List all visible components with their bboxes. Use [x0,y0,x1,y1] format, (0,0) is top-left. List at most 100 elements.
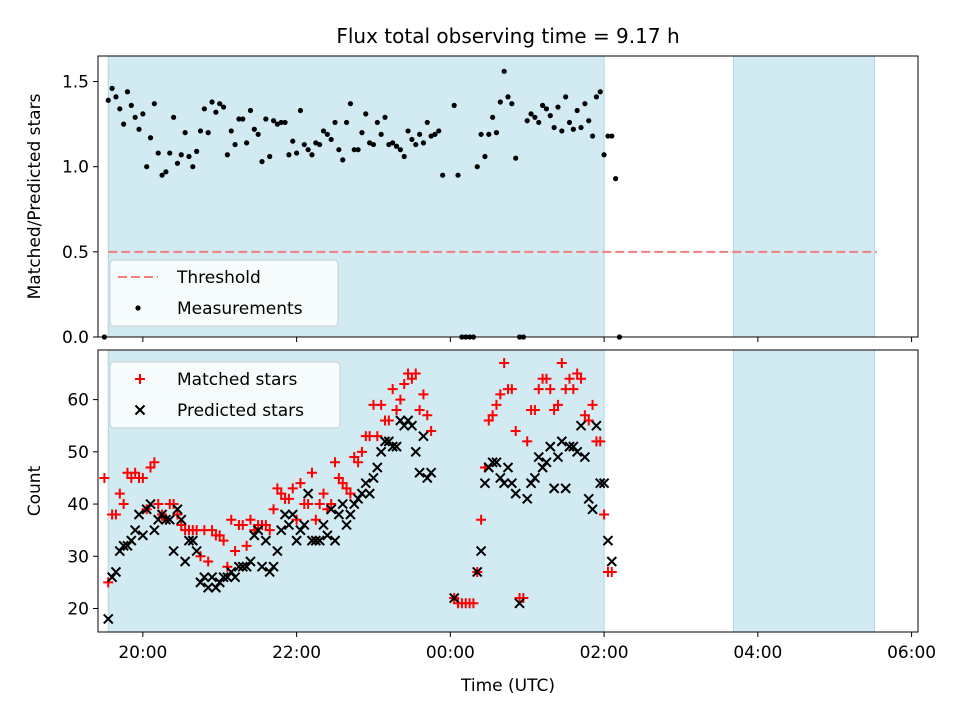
measurement-point [559,128,565,134]
y-tick-label: 1.0 [62,158,89,178]
matched-star-point [556,358,567,369]
chart-title: Flux total observing time = 9.17 h [336,24,679,48]
matched-star-point [222,561,233,572]
predicted-star-point [360,477,371,489]
predicted-star-point [522,493,533,505]
measurement-point [597,89,603,95]
predicted-star-point [306,535,318,546]
measurement-point [501,68,507,74]
predicted-star-point [529,472,541,484]
predicted-star-point [379,436,391,447]
predicted-star-point [514,598,525,609]
predicted-star-point [272,545,283,557]
matched-star-point [564,373,575,384]
predicted-star-point [183,535,195,546]
predicted-star-point [237,561,248,572]
predicted-star-point [475,545,487,557]
measurement-point [490,114,496,120]
measurement-point [343,119,350,126]
predicted-star-point [598,477,610,489]
measurement-point [217,101,223,107]
matched-star-point [468,598,479,609]
matched-star-point [491,399,502,410]
measurement-point [347,101,354,107]
matched-star-point [345,488,356,499]
measurement-point [278,119,284,126]
matched-star-point [376,399,387,410]
predicted-star-point [387,441,398,452]
measurement-point [397,147,403,153]
matched-star-point [372,431,383,442]
predicted-star-point [583,493,594,505]
measurement-point [224,152,231,158]
predicted-star-point [118,540,129,552]
predicted-star-point [172,504,183,515]
measurement-point [578,124,584,131]
matched-star-point [383,415,394,426]
predicted-star-point [233,561,245,572]
matched-star-point [114,488,125,499]
measurement-point [355,147,361,153]
plot-frame [97,349,919,633]
measurement-point [205,130,211,136]
measurement-point [574,107,580,114]
predicted-star-point [595,477,606,489]
matched-star-point [245,514,256,525]
matched-star-point [587,399,598,410]
measurement-point [532,114,538,120]
matched-star-point [518,593,529,604]
measurement-point [297,107,304,114]
measurement-point [340,157,346,163]
measurement-point [543,106,550,112]
predicted-star-point [268,561,279,572]
predicted-star-point [472,566,483,578]
measurement-point [251,126,257,132]
measurement-point [582,101,588,107]
legend-measurements-label: Measurements [177,299,303,319]
measurement-point [370,141,377,148]
bottom-panel: 20 30 40 50 60 20:00 22:00 00:00 02:00 04:00 06:00… [25,349,936,696]
predicted-star-point [448,592,460,604]
matched-star-point [268,504,279,515]
measurement-point [551,124,557,131]
predicted-star-point [560,483,571,494]
matched-star-point [483,415,494,426]
predicted-star-point [126,535,137,546]
measurement-point [174,160,181,166]
top-axes: 0.0 0.5 1.0 1.5 Matched/Predicted stars [25,55,919,348]
predicted-star-point [168,545,179,557]
measurement-point [301,141,307,148]
measurement-point [613,176,619,182]
measurement-point [247,107,254,114]
measurement-point [309,152,315,158]
legend-box [109,361,341,429]
predicted-star-point [364,488,375,499]
x-tick-label: 00:00 [426,643,475,663]
measurement-point [155,150,161,156]
matched-star-point [606,566,617,577]
predicted-star-point [345,509,356,520]
measurement-point [570,126,576,132]
predicted-star-point [329,535,341,546]
measurement-point [605,133,611,139]
measurement-point [109,85,115,91]
bottom-axes: 20 30 40 50 60 20:00 22:00 00:00 02:00 04:00 06:00… [25,349,936,696]
measurement-point [413,141,419,148]
matched-star-point [237,519,248,530]
legend-measurements-swatch [135,305,141,311]
measurement-point [236,116,242,122]
measurement-point [151,101,157,107]
matched-star-point [295,478,306,489]
legend-matched-swatch [135,374,145,384]
predicted-star-point [256,561,268,572]
measurement-point [566,119,573,126]
measurement-point [328,136,334,143]
predicted-star-point [110,566,122,578]
measurement-point [363,111,369,117]
matched-star-point [545,384,556,395]
predicted-star-point [556,436,568,447]
matched-star-point [287,483,298,494]
y-tick-label: 30 [67,547,89,567]
measurement-point [121,121,127,127]
y-axis-label: Matched/Predicted stars [25,93,45,299]
